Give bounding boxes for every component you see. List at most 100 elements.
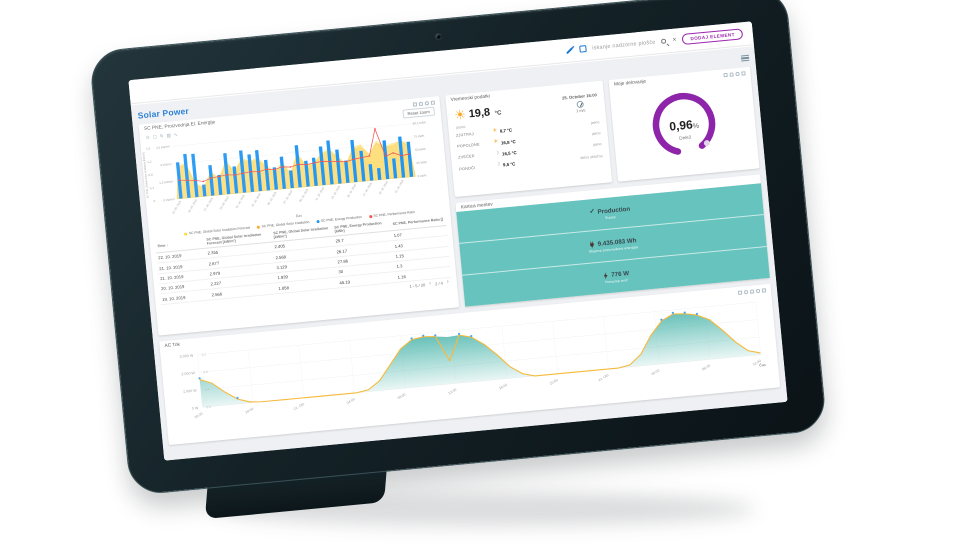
energy-card-value: 776 W [602, 270, 629, 279]
data-marker [695, 312, 699, 315]
close-icon[interactable]: × [672, 36, 677, 44]
y-axis-label: 1,5 kW/m² [159, 180, 173, 185]
y-axis-title: SC PNE, Global Solar Irradiation [kW/m²] [141, 152, 149, 199]
widget-icon[interactable] [578, 45, 587, 53]
x-axis-label: 25. 09. 2019 [187, 198, 199, 213]
refresh-icon[interactable] [735, 71, 740, 76]
forecast-temp: 16,5 °C [501, 150, 517, 157]
y-axis-label: 0,0 [206, 405, 211, 409]
gridline [552, 321, 558, 374]
next-page-icon[interactable]: › [446, 279, 450, 286]
energy-bar[interactable] [223, 153, 231, 195]
x-axis-label: 05. 10. 2019 [266, 191, 278, 206]
forecast-condition: jasno [591, 131, 601, 136]
fullscreen-icon[interactable] [741, 71, 746, 76]
x-axis-label: 08:00 [397, 392, 407, 400]
y-axis-label: 0,4 [205, 387, 210, 391]
bolt-icon [603, 271, 608, 279]
production-chart-panel: SC PNE, Proizvodnja El. Energije ⊙ ▢ ↻ ▥ ∿ [138, 96, 460, 336]
energy-bar[interactable] [382, 140, 390, 180]
energy-bar[interactable] [406, 141, 414, 177]
dataview-icon[interactable]: ▢ [152, 133, 158, 140]
energy-bar[interactable] [279, 156, 287, 189]
add-element-button[interactable]: DODAJ ELEMENT [681, 28, 744, 45]
energy-bar[interactable] [376, 167, 382, 180]
energy-bar[interactable] [232, 166, 239, 194]
energy-bar[interactable] [392, 158, 398, 179]
data-marker [671, 311, 674, 314]
legend-dot-icon [368, 214, 373, 218]
energy-bar[interactable] [191, 153, 199, 198]
sun-icon: ☀ [492, 127, 498, 135]
refresh-icon[interactable] [425, 101, 429, 106]
forecast-temp: 16,8 °C [500, 138, 516, 146]
energy-bar[interactable] [217, 174, 223, 195]
power-area [199, 313, 761, 408]
energy-card-sub: Trenutna moč [604, 277, 629, 284]
data-marker [434, 334, 437, 337]
energy-bar[interactable] [350, 139, 358, 183]
data-marker [457, 332, 461, 336]
search-icon[interactable] [661, 38, 667, 44]
energy-bar[interactable] [294, 145, 302, 188]
refresh-icon[interactable] [756, 288, 761, 293]
fullscreen-icon[interactable] [762, 288, 767, 293]
prev-page-icon[interactable]: ‹ [428, 281, 432, 288]
energy-bar[interactable] [289, 170, 294, 189]
dashboard-search-input[interactable]: iskanje nadzorne plošče [591, 39, 656, 52]
energy-bar[interactable] [326, 140, 334, 185]
x-axis-label: 17. 10. 2019 [362, 182, 374, 197]
forecast-period: PONOČI [459, 165, 476, 172]
energy-bar[interactable] [318, 146, 326, 186]
calendar-icon[interactable] [737, 290, 742, 295]
pagination-page: 2 / 4 [434, 280, 444, 287]
edit-icon[interactable] [565, 46, 573, 54]
menu-icon[interactable] [740, 54, 750, 63]
line-type-icon[interactable]: ∿ [173, 131, 178, 138]
energy-bar[interactable] [398, 136, 406, 178]
production-combo-chart[interactable]: 1,6 1,2 0,8 0,4 0 4,5 kW/m² 3 kW/m² 1,5 kW/m² 0 … [140, 115, 449, 233]
export-icon[interactable] [723, 72, 728, 77]
x-axis-label: 16:00 [194, 412, 204, 420]
ratio-point [178, 179, 181, 181]
energy-bar[interactable] [304, 160, 310, 187]
fullscreen-icon[interactable] [431, 100, 436, 105]
energy-bar[interactable] [311, 157, 318, 186]
energy-bar[interactable] [335, 149, 342, 184]
restore-icon[interactable]: ↻ [159, 132, 164, 139]
current-temp-unit: °C [494, 110, 502, 117]
energy-bar[interactable] [344, 160, 350, 183]
legend-dot-icon [256, 225, 261, 229]
energy-bar[interactable] [263, 159, 271, 191]
gridline [603, 316, 609, 370]
energy-bar[interactable] [238, 150, 247, 193]
x-axis-label: 29. 09. 2019 [218, 195, 230, 210]
energy-bar[interactable] [368, 164, 374, 181]
settings-icon[interactable] [412, 102, 417, 107]
energy-bar[interactable] [254, 149, 263, 192]
bar-type-icon[interactable]: ▥ [166, 132, 172, 138]
x-axis-label: 12:00 [447, 388, 457, 396]
settings-icon[interactable] [744, 289, 748, 294]
gridline [197, 301, 756, 356]
ac-area-chart[interactable]: 3.000 W2.000 W1.000 W0 W1,20,80,40,016:0… [160, 293, 779, 436]
x-axis-label: 12:00 [752, 359, 762, 367]
energy-bar[interactable] [202, 184, 207, 197]
y-axis-label: 25 kWh [416, 160, 427, 165]
energy-bar[interactable] [359, 150, 366, 182]
energy-bar[interactable] [183, 153, 191, 198]
y-axis-label: 0 kW/m² [163, 197, 175, 202]
zoom-icon[interactable]: ⊙ [145, 134, 150, 140]
gauge-arc-end [703, 140, 710, 147]
energy-card-row: 776 W Trenutna moč [462, 245, 770, 307]
ratio-line [179, 127, 410, 182]
energy-bar[interactable] [208, 165, 215, 196]
y-axis-label: 50 kWh [415, 147, 426, 152]
y-axis-label: 0 W [192, 406, 199, 411]
weather-panel: Vremenski podatki ☀ 19,8 °C [445, 80, 613, 198]
x-axis-label: 07. 10. 2019 [282, 189, 294, 204]
x-axis-label: 23. 09. 2019 [171, 200, 183, 215]
energy-bar[interactable] [272, 167, 279, 190]
energy-bar[interactable] [247, 154, 255, 192]
energy-card-sub: Status [604, 214, 616, 220]
